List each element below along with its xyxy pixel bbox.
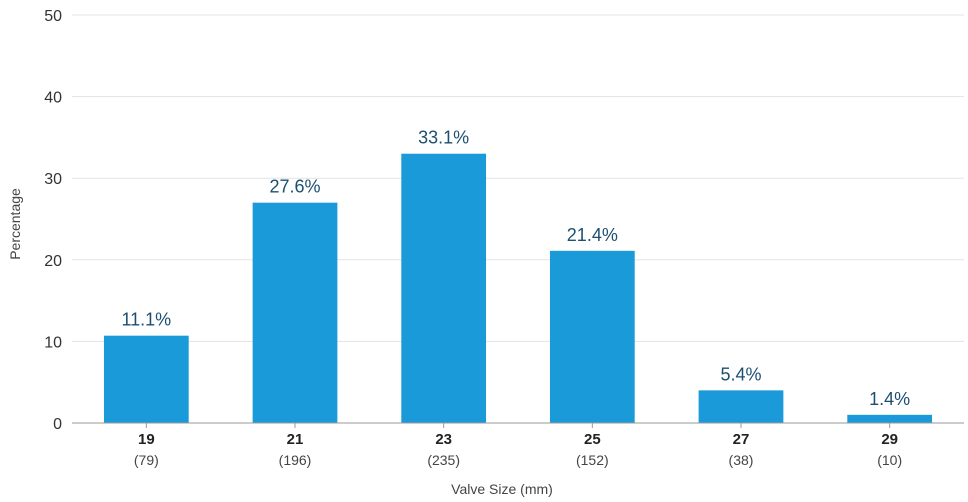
x-tick-count: (38): [729, 452, 754, 468]
y-tick-label: 0: [53, 416, 62, 433]
x-axis-ticks: 19 (79) 21 (196) 23 (235) 25 (152) 27 (38) 29 (10): [134, 423, 902, 468]
data-label: 1.4%: [869, 389, 910, 409]
bar-21: [252, 202, 338, 423]
bars: [103, 153, 933, 423]
x-tick-count: (79): [134, 452, 159, 468]
bar-25: [549, 250, 635, 423]
x-tick-label: 19: [138, 431, 155, 448]
x-tick-label: 21: [287, 431, 304, 448]
data-label: 21.4%: [567, 225, 618, 245]
data-label: 11.1%: [121, 310, 171, 330]
y-tick-label: 10: [44, 334, 62, 351]
y-axis-ticks: 0 10 20 30 40 50: [44, 8, 62, 433]
x-tick-count: (196): [279, 452, 312, 468]
grid-lines: [72, 14, 964, 342]
y-tick-label: 30: [44, 171, 62, 188]
x-tick-label: 29: [881, 431, 898, 448]
y-tick-label: 20: [44, 253, 62, 270]
data-labels: 11.1% 27.6% 33.1% 21.4% 5.4% 1.4%: [121, 128, 910, 409]
x-tick-count: (152): [576, 452, 609, 468]
x-axis-title: Valve Size (mm): [451, 481, 553, 497]
data-label: 33.1%: [418, 128, 469, 148]
x-tick-count: (10): [877, 452, 902, 468]
bar-23: [401, 153, 487, 423]
y-tick-label: 50: [44, 8, 62, 25]
y-tick-label: 40: [44, 90, 62, 107]
bar-27: [698, 390, 784, 423]
x-tick-label: 25: [584, 431, 601, 448]
y-axis-title: Percentage: [7, 188, 23, 260]
bar-19: [103, 335, 189, 423]
x-tick-label: 27: [733, 431, 750, 448]
x-tick-count: (235): [427, 452, 460, 468]
data-label: 27.6%: [269, 177, 320, 197]
data-label: 5.4%: [720, 364, 761, 384]
x-tick-label: 23: [435, 431, 452, 448]
bar-29: [847, 414, 933, 423]
